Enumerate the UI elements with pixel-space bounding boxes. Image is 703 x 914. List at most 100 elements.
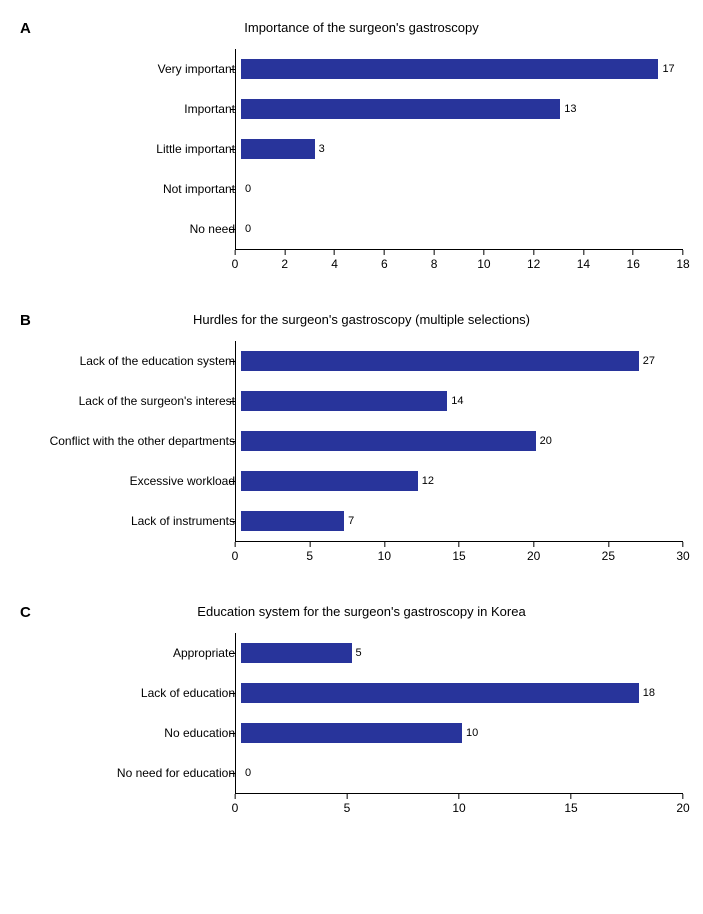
bar-value: 27	[643, 355, 655, 367]
x-tick-label: 14	[577, 257, 590, 271]
y-axis-line	[235, 633, 236, 793]
x-tick: 10	[477, 250, 490, 271]
x-tick-label: 25	[602, 549, 615, 563]
x-tick-label: 10	[452, 801, 465, 815]
panel-a: AImportance of the surgeon's gastroscopy…	[20, 20, 683, 272]
bar-row: Important13	[40, 89, 683, 129]
bar-label: Excessive workload	[40, 474, 241, 488]
bar-value: 10	[466, 727, 478, 739]
bar-label: Little important	[40, 142, 241, 156]
y-tick	[230, 733, 235, 734]
x-tick: 5	[306, 542, 313, 563]
x-tick-label: 20	[527, 549, 540, 563]
x-tick: 18	[676, 250, 689, 271]
bar-label: Not important	[40, 182, 241, 196]
bar-label: Lack of education	[40, 686, 241, 700]
bar-row: Appropriate5	[40, 633, 683, 673]
panel-title: Education system for the surgeon's gastr…	[40, 604, 683, 619]
x-tick: 6	[381, 250, 388, 271]
panel-c: CEducation system for the surgeon's gast…	[20, 604, 683, 816]
x-tick-label: 0	[232, 257, 239, 271]
x-tick: 0	[232, 542, 239, 563]
bar-label: Lack of the surgeon's interest	[40, 394, 241, 408]
x-axis: 024681012141618	[235, 249, 683, 272]
y-tick	[230, 773, 235, 774]
x-tick-label: 30	[676, 549, 689, 563]
bar	[241, 391, 447, 411]
x-tick: 20	[676, 794, 689, 815]
x-tick: 0	[232, 250, 239, 271]
x-tick: 25	[602, 542, 615, 563]
panel-letter: B	[20, 312, 40, 329]
bar	[241, 431, 536, 451]
bar	[241, 139, 315, 159]
y-tick	[230, 441, 235, 442]
bar-label: Lack of instruments	[40, 514, 241, 528]
bar-value: 18	[643, 687, 655, 699]
y-tick	[230, 521, 235, 522]
bar	[241, 643, 352, 663]
x-tick: 12	[527, 250, 540, 271]
x-tick-label: 10	[378, 549, 391, 563]
y-tick	[230, 109, 235, 110]
x-tick-label: 20	[676, 801, 689, 815]
bar-row: Very important17	[40, 49, 683, 89]
x-tick: 15	[564, 794, 577, 815]
y-tick	[230, 361, 235, 362]
y-tick	[230, 693, 235, 694]
x-tick: 10	[452, 794, 465, 815]
y-tick	[230, 189, 235, 190]
bar-label: No need for education	[40, 766, 241, 780]
chart-area: Very important17Important13Little import…	[40, 49, 683, 272]
bar-value: 12	[422, 475, 434, 487]
y-tick	[230, 653, 235, 654]
bar-row: No education 10	[40, 713, 683, 753]
bar-row: Lack of the surgeon's interest 14	[40, 381, 683, 421]
x-tick: 15	[452, 542, 465, 563]
bar	[241, 99, 560, 119]
panel-b: BHurdles for the surgeon's gastroscopy (…	[20, 312, 683, 564]
x-tick-label: 2	[281, 257, 288, 271]
bar-row: No need for education 0	[40, 753, 683, 793]
bar-value: 0	[245, 223, 251, 235]
panel-title: Importance of the surgeon's gastroscopy	[40, 20, 683, 35]
panel-title: Hurdles for the surgeon's gastroscopy (m…	[40, 312, 683, 327]
x-tick: 30	[676, 542, 689, 563]
chart-area: Lack of the education system27Lack of th…	[40, 341, 683, 564]
bar-label: Very important	[40, 62, 241, 76]
x-tick-label: 12	[527, 257, 540, 271]
bar	[241, 351, 639, 371]
bar	[241, 683, 639, 703]
bar-row: Lack of instruments 7	[40, 501, 683, 541]
y-tick	[230, 149, 235, 150]
x-tick-label: 5	[344, 801, 351, 815]
x-axis: 05101520	[235, 793, 683, 816]
x-tick-label: 16	[627, 257, 640, 271]
x-tick-label: 8	[431, 257, 438, 271]
y-tick	[230, 401, 235, 402]
x-tick-label: 18	[676, 257, 689, 271]
x-tick: 0	[232, 794, 239, 815]
bar-value: 0	[245, 767, 251, 779]
bar-row: Little important3	[40, 129, 683, 169]
bar	[241, 511, 344, 531]
chart-area: Appropriate5Lack of education18No educat…	[40, 633, 683, 816]
bar-label: No need	[40, 222, 241, 236]
y-axis-line	[235, 49, 236, 249]
bar-value: 7	[348, 515, 354, 527]
bar	[241, 59, 658, 79]
x-tick-label: 5	[306, 549, 313, 563]
bar-label: No education	[40, 726, 241, 740]
bar-value: 14	[451, 395, 463, 407]
panel-letter: A	[20, 20, 40, 37]
bar-row: Lack of education 18	[40, 673, 683, 713]
x-tick-label: 4	[331, 257, 338, 271]
x-axis: 051015202530	[235, 541, 683, 564]
panel-letter: C	[20, 604, 40, 621]
x-tick: 10	[378, 542, 391, 563]
y-axis-line	[235, 341, 236, 541]
bar	[241, 471, 418, 491]
bar-label: Appropriate	[40, 646, 241, 660]
x-tick: 2	[281, 250, 288, 271]
bar-label: Conflict with the other departments	[40, 434, 241, 448]
